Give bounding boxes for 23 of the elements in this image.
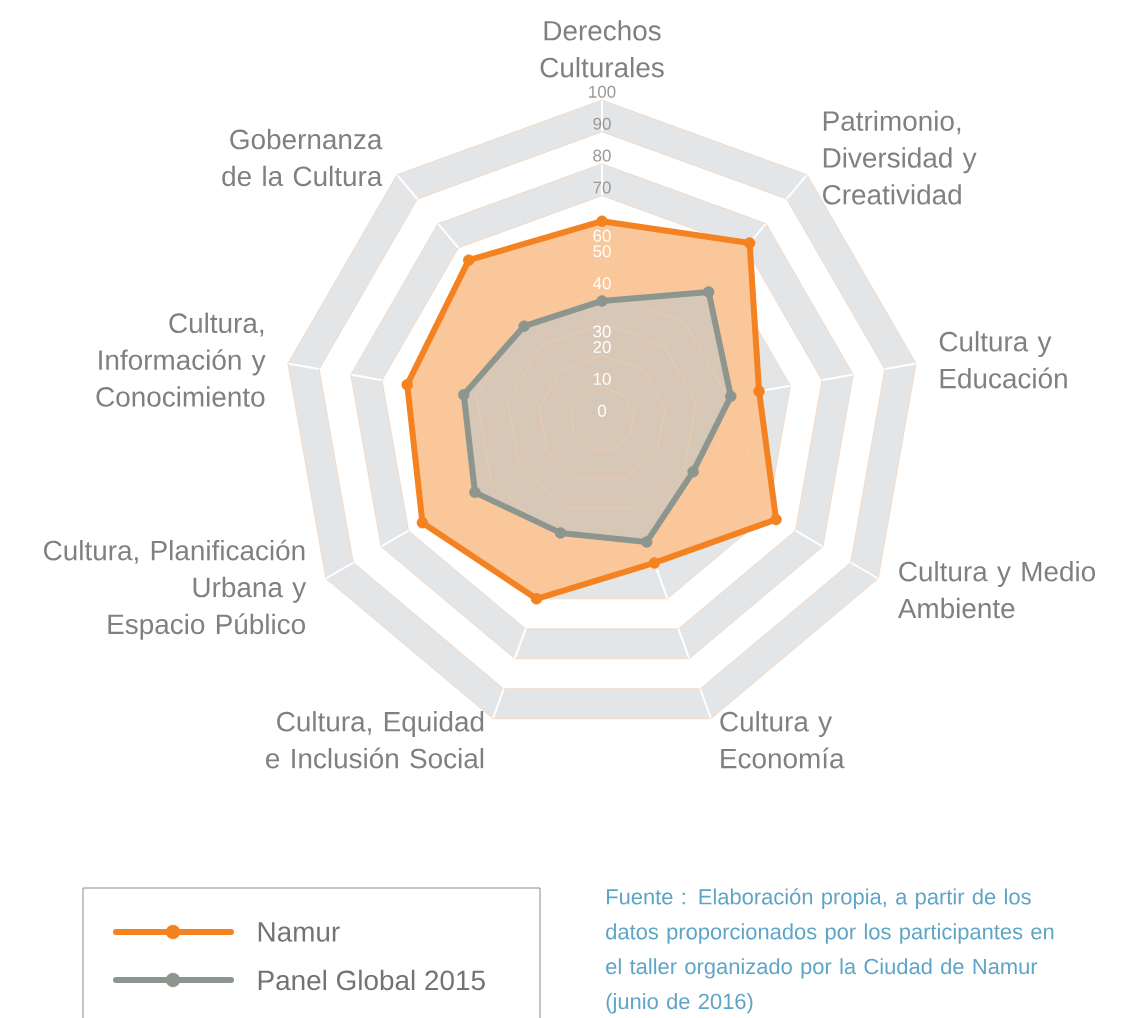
y-tick-label: 0 xyxy=(597,404,607,417)
y-tick-label: 80 xyxy=(593,149,611,162)
y-tick-label: 20 xyxy=(593,341,611,353)
spoke-label: Cultura, Equidad e Inclusión Social xyxy=(266,711,484,769)
y-tick-label: 90 xyxy=(593,117,611,130)
spoke-label: Cultura y Educación xyxy=(939,331,1067,389)
y-tick-label: 60 xyxy=(593,229,611,242)
spoke-label: Cultura, Planificación Urbana y Espacio Público xyxy=(44,539,307,640)
legend-label: Panel Global 2015 xyxy=(258,969,485,991)
y-tick-label: 10 xyxy=(593,372,611,385)
spoke-label: Derechos Culturales xyxy=(540,20,664,78)
y-tick-label: 40 xyxy=(592,277,611,290)
spoke-label: Cultura y Economía xyxy=(720,711,845,769)
legend-label: Namur xyxy=(258,922,340,942)
y-tick-label: 30 xyxy=(593,325,611,338)
source-note: Fuente : Elaboración propia, a partir de los datos proporcionados por los participantes en el taller organizado por la Ciudad de Namur (junio de 2016) xyxy=(606,888,1054,1014)
y-tick-label: 100 xyxy=(589,85,616,98)
spoke-label: Patrimonio, Diversidad y Creatividad xyxy=(823,110,977,205)
spoke-label: Cultura y Medio Ambiente xyxy=(897,561,1096,619)
y-tick-label: 70 xyxy=(593,181,611,194)
spoke-label: Gobernanza de la Cultura xyxy=(222,128,383,187)
y-tick-label: 50 xyxy=(593,245,611,258)
spoke-label: Cultura, Información y Conocimiento xyxy=(96,312,266,407)
